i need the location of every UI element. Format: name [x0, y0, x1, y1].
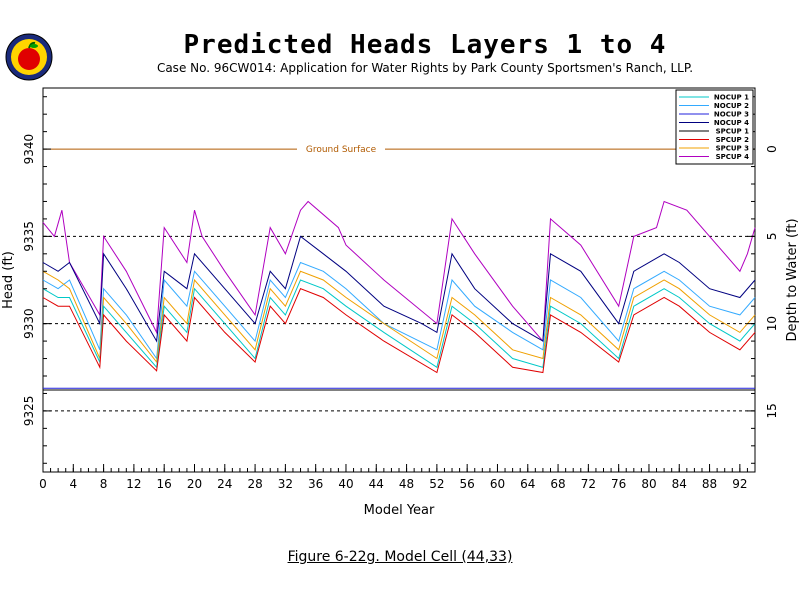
y2-tick-label: 5 [765, 233, 779, 241]
x-tick-label: 32 [278, 477, 293, 491]
ground-surface-label: Ground Surface [306, 145, 377, 155]
x-tick-label: 60 [490, 477, 505, 491]
x-tick-label: 76 [611, 477, 626, 491]
x-tick-label: 44 [369, 477, 384, 491]
y2-tick-label: 15 [765, 403, 779, 418]
x-tick-label: 84 [672, 477, 687, 491]
x-tick-label: 20 [187, 477, 202, 491]
x-tick-label: 16 [157, 477, 172, 491]
legend-label: SPCUP 4 [716, 153, 750, 161]
x-tick-label: 40 [338, 477, 353, 491]
y-tick-label: 9340 [22, 134, 36, 165]
y-tick-label: 9325 [22, 396, 36, 427]
legend-label: NOCUP 4 [714, 119, 749, 127]
x-tick-label: 0 [39, 477, 47, 491]
series-line [42, 200, 756, 343]
logo-apple [4, 32, 54, 82]
x-tick-label: 28 [247, 477, 262, 491]
series-line [42, 270, 756, 364]
x-axis-label: Model Year [364, 503, 435, 518]
figure-caption-text: Figure 6-22g. Model Cell (44,33) [287, 549, 513, 565]
chart-subtitle: Case No. 96CW014: Application for Water … [156, 61, 694, 75]
figure-caption: Figure 6-22g. Model Cell (44,33) [0, 549, 800, 565]
x-tick-label: 48 [399, 477, 414, 491]
chart-title: Predicted Heads Layers 1 to 4 [183, 30, 667, 60]
x-tick-label: 24 [217, 477, 232, 491]
x-tick-label: 4 [69, 477, 77, 491]
legend-label: SPCUP 1 [716, 128, 750, 136]
x-tick-label: 68 [550, 477, 565, 491]
y-tick-label: 9330 [22, 308, 36, 339]
legend-box [675, 89, 754, 165]
head-chart: Ground Surface 0 4 8 12 16 20 24 28 32 36 40 44 48 52… [1, 87, 800, 518]
x-tick-label: 64 [520, 477, 535, 491]
series-line [42, 288, 756, 374]
legend-label: NOCUP 3 [714, 111, 749, 119]
legend-label: NOCUP 2 [714, 102, 749, 110]
y2-tick-label: 10 [765, 316, 779, 331]
series-line [42, 235, 756, 343]
series-line [42, 279, 756, 369]
x-tick-label: 8 [100, 477, 108, 491]
x-tick-label: 92 [732, 477, 747, 491]
legend-label: NOCUP 1 [714, 94, 749, 102]
y-axis-label: Head (ft) [1, 251, 16, 309]
x-tick-label: 80 [641, 477, 656, 491]
y-tick-label: 9335 [22, 221, 36, 252]
y2-axis-label: Depth to Water (ft) [785, 218, 800, 341]
series-line [42, 261, 756, 360]
x-tick-label: 52 [429, 477, 444, 491]
x-tick-label: 56 [460, 477, 475, 491]
x-tick-label: 72 [581, 477, 596, 491]
x-tick-label: 88 [702, 477, 717, 491]
legend-label: SPCUP 3 [716, 145, 750, 153]
x-tick-label: 12 [126, 477, 141, 491]
x-tick-label: 36 [308, 477, 323, 491]
y2-tick-label: 0 [765, 145, 779, 153]
legend-label: SPCUP 2 [716, 136, 750, 144]
